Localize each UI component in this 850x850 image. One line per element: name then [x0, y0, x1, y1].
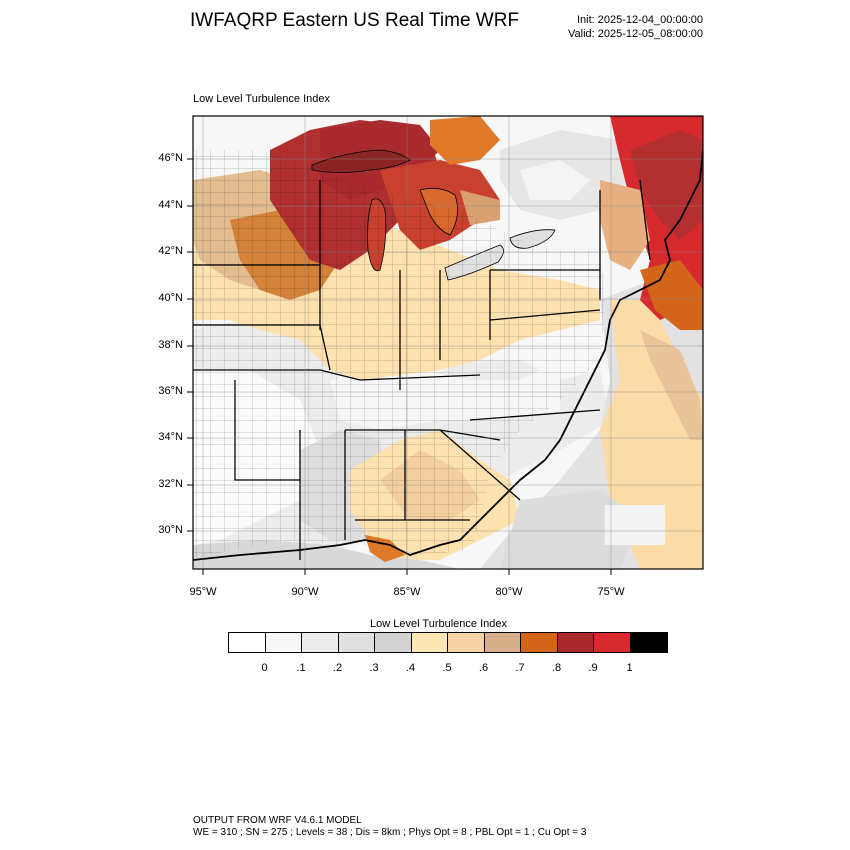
colorbar: [228, 632, 668, 653]
lat-label-40: 40°N: [158, 292, 183, 304]
main-title: IWFAQRP Eastern US Real Time WRF: [190, 10, 520, 31]
colorbar-swatch: [229, 633, 266, 652]
state-boundaries: [193, 179, 651, 560]
field-north-orange: [430, 116, 500, 165]
lon-label-95: 95°W: [189, 586, 217, 598]
field-coast-orange: [640, 260, 703, 330]
colorbar-swatch: [594, 633, 631, 652]
colorbar-tick-label: .2: [332, 662, 343, 674]
colorbar-tick-label: .1: [296, 662, 306, 674]
county-grid: [193, 150, 605, 560]
field-atlantic-band: [640, 330, 703, 440]
lat-label-36: 36°N: [158, 385, 183, 397]
coast-east: [193, 149, 703, 561]
colorbar-title: Low Level Turbulence Index: [370, 618, 507, 630]
lake-superior: [311, 149, 411, 173]
lat-label-34: 34°N: [158, 431, 183, 443]
colorbar-tick-label: .6: [478, 662, 489, 674]
lon-label-85: 85°W: [393, 586, 421, 598]
boundary-pa-md: [489, 309, 601, 321]
tick-marks: [187, 158, 612, 575]
panel-title: Low Level Turbulence Index: [193, 93, 330, 105]
lat-label-30: 30°N: [158, 524, 183, 536]
boundary-ar-tn: [193, 369, 481, 381]
colorbar-swatch: [302, 633, 339, 652]
boundary-ar-la: [234, 380, 300, 481]
colorbar-tick-label: 0: [261, 662, 268, 674]
colorbar-tick-label: .4: [405, 662, 416, 674]
lon-label-90: 90°W: [291, 586, 319, 598]
colorbar-tick-label: .7: [515, 662, 525, 674]
init-time: Init: 2025-12-04_00:00:00: [577, 14, 703, 26]
valid-time: Valid: 2025-12-05_08:00:00: [568, 28, 703, 40]
lat-label-42: 42°N: [158, 245, 183, 257]
field-ny-tan: [600, 180, 650, 270]
map-field: [193, 116, 703, 569]
lat-label-38: 38°N: [158, 339, 183, 351]
colorbar-swatch: [630, 633, 667, 652]
colorbar-swatch: [375, 633, 412, 652]
colorbar-swatch: [521, 633, 558, 652]
colorbar-tick-label: 1: [626, 662, 633, 674]
colorbar-tick-label: .3: [369, 662, 379, 674]
colorbar-swatch: [484, 633, 521, 652]
graticule: [193, 116, 703, 569]
colorbar-tick-label: .9: [588, 662, 598, 674]
colorbar-swatch: [338, 633, 375, 652]
lon-label-75: 75°W: [597, 586, 625, 598]
colorbar-swatch: [265, 633, 302, 652]
turbulence-map: [187, 115, 704, 575]
lon-label-80: 80°W: [495, 586, 523, 598]
boundary-va-nc: [469, 409, 601, 421]
map-frame: [192, 115, 704, 570]
footer-config: WE = 310 ; SN = 275 ; Levels = 38 ; Dis …: [193, 827, 587, 838]
colorbar-swatch: [448, 633, 485, 652]
footer-model: OUTPUT FROM WRF V4.6.1 MODEL: [193, 815, 362, 826]
coastline: [193, 149, 703, 561]
colorbar-tick-label: .5: [442, 662, 452, 674]
field-ontario-white: [520, 160, 590, 200]
boundary-ga-sc: [439, 429, 521, 501]
boundary-nh-me: [639, 179, 651, 261]
lat-label-44: 44°N: [158, 199, 183, 211]
field-gulf-grey: [193, 540, 460, 569]
field-ocean-white: [605, 505, 665, 545]
colorbar-swatch: [411, 633, 448, 652]
lat-label-46: 46°N: [158, 152, 183, 164]
colorbar-tick-label: .8: [551, 662, 562, 674]
lat-label-32: 32°N: [158, 478, 183, 490]
colorbar-swatch: [557, 633, 594, 652]
